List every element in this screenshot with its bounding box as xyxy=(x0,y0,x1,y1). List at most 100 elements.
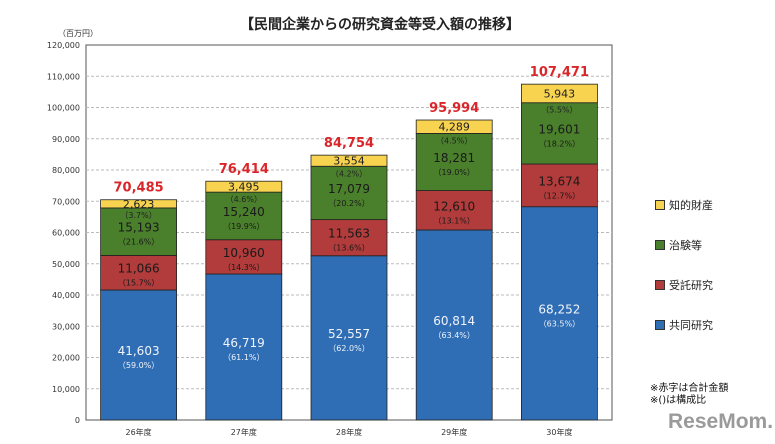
bar-segment xyxy=(100,289,177,421)
data-label: 10,960 xyxy=(223,246,265,260)
pct-label: （20.2%） xyxy=(328,199,369,208)
pct-label: （4.6%） xyxy=(226,195,262,204)
data-label: 5,943 xyxy=(544,87,576,100)
pct-label: （13.6%） xyxy=(328,244,369,253)
pct-label: （61.1%） xyxy=(223,353,264,362)
y-tick-label: 80,000 xyxy=(52,166,80,175)
y-tick-label: 0 xyxy=(75,416,80,425)
x-tick-label: 28年度 xyxy=(336,427,362,437)
x-tick-label: 30年度 xyxy=(546,427,572,437)
legend-swatch xyxy=(655,240,665,250)
legend-label: 知的財産 xyxy=(669,199,713,212)
y-tick-label: 60,000 xyxy=(52,229,80,238)
total-label: 107,471 xyxy=(530,65,589,80)
resemom-logo: ReseMom. xyxy=(668,410,774,433)
y-tick-label: 120,000 xyxy=(47,41,80,50)
bar-segment xyxy=(521,163,598,208)
bar-segment xyxy=(100,207,177,256)
data-label: 3,554 xyxy=(333,155,365,168)
data-label: 11,066 xyxy=(118,262,160,276)
data-label: 17,079 xyxy=(328,182,370,196)
bar-segment xyxy=(310,219,388,257)
y-tick-label: 40,000 xyxy=(52,291,80,300)
data-label: 11,563 xyxy=(328,227,370,241)
total-label: 76,414 xyxy=(219,162,269,177)
pct-label: （13.1%） xyxy=(433,216,474,225)
legend-swatch xyxy=(655,320,665,330)
y-tick-label: 30,000 xyxy=(52,322,80,331)
data-label: 41,603 xyxy=(118,344,160,358)
bar-segment xyxy=(521,83,598,104)
bar-segment xyxy=(100,199,177,209)
pct-label: （63.4%） xyxy=(433,331,474,340)
bar-segment xyxy=(205,273,283,421)
footnote: ※赤字は合計金額 xyxy=(650,383,729,394)
data-label: 13,674 xyxy=(538,174,580,188)
data-label: 15,193 xyxy=(118,221,160,235)
pct-label: （4.2%） xyxy=(331,169,367,178)
pct-label: （14.3%） xyxy=(223,263,264,272)
y-tick-label: 100,000 xyxy=(47,104,80,113)
pct-label: （62.0%） xyxy=(328,344,369,353)
data-label: 2,623 xyxy=(123,198,155,211)
legend-swatch xyxy=(655,200,665,210)
legend-swatch xyxy=(655,280,665,290)
bar-segment xyxy=(205,191,283,241)
data-label: 15,240 xyxy=(223,205,265,219)
pct-label: （19.9%） xyxy=(223,222,264,231)
legend-item-contract: 受託研究 xyxy=(655,265,713,305)
y-axis-unit: （百万円） xyxy=(58,29,98,38)
pct-label: （63.5%） xyxy=(539,319,580,328)
legend: 知的財産 治験等 受託研究 共同研究 xyxy=(655,185,713,345)
footnote: ※()は構成比 xyxy=(650,395,707,406)
data-label: 19,601 xyxy=(538,122,580,136)
pct-label: （19.0%） xyxy=(433,168,474,177)
y-tick-label: 110,000 xyxy=(47,72,80,81)
legend-item-ip: 知的財産 xyxy=(655,185,713,225)
x-tick-label: 29年度 xyxy=(441,427,467,437)
data-label: 18,281 xyxy=(433,151,475,165)
pct-label: （5.5%） xyxy=(541,106,577,115)
pct-label: （15.7%） xyxy=(118,279,159,288)
pct-label: （59.0%） xyxy=(118,361,159,370)
data-label: 52,557 xyxy=(328,327,370,341)
bar-segment xyxy=(521,102,598,165)
y-tick-label: 50,000 xyxy=(52,260,80,269)
data-label: 46,719 xyxy=(223,336,265,350)
footnotes: ※赤字は合計金額 ※()は構成比 xyxy=(650,383,728,407)
data-label: 68,252 xyxy=(538,302,580,316)
legend-label: 共同研究 xyxy=(669,319,713,332)
bar-segment xyxy=(100,255,177,291)
y-tick-label: 10,000 xyxy=(52,385,80,394)
bar-segment xyxy=(205,239,283,275)
y-tick-label: 90,000 xyxy=(52,135,80,144)
total-label: 70,485 xyxy=(114,181,164,196)
legend-label: 受託研究 xyxy=(669,279,713,292)
y-tick-label: 20,000 xyxy=(52,354,80,363)
legend-item-clinical: 治験等 xyxy=(655,225,713,265)
bar-segment xyxy=(415,229,493,421)
total-label: 84,754 xyxy=(324,136,374,151)
x-tick-label: 26年度 xyxy=(126,427,152,437)
data-label: 60,814 xyxy=(433,314,475,328)
bar-segment xyxy=(415,190,493,231)
bar-segment xyxy=(310,165,388,221)
legend-label: 治験等 xyxy=(669,239,702,252)
bar-segment xyxy=(415,119,493,134)
y-tick-label: 70,000 xyxy=(52,197,80,206)
data-label: 12,610 xyxy=(433,199,475,213)
bar-segment xyxy=(205,180,283,193)
chart-title: 【民間企業からの研究資金等受入額の推移】 xyxy=(240,17,520,33)
pct-label: （3.7%） xyxy=(120,211,156,220)
pct-label: （12.7%） xyxy=(539,191,580,200)
total-label: 95,994 xyxy=(429,101,479,116)
legend-item-joint: 共同研究 xyxy=(655,305,713,345)
bar-segment xyxy=(415,133,493,191)
bar-segment xyxy=(310,255,388,421)
bar-segment xyxy=(310,154,388,167)
data-label: 3,495 xyxy=(228,181,260,194)
x-tick-label: 27年度 xyxy=(231,427,257,437)
pct-label: （21.6%） xyxy=(118,238,159,247)
